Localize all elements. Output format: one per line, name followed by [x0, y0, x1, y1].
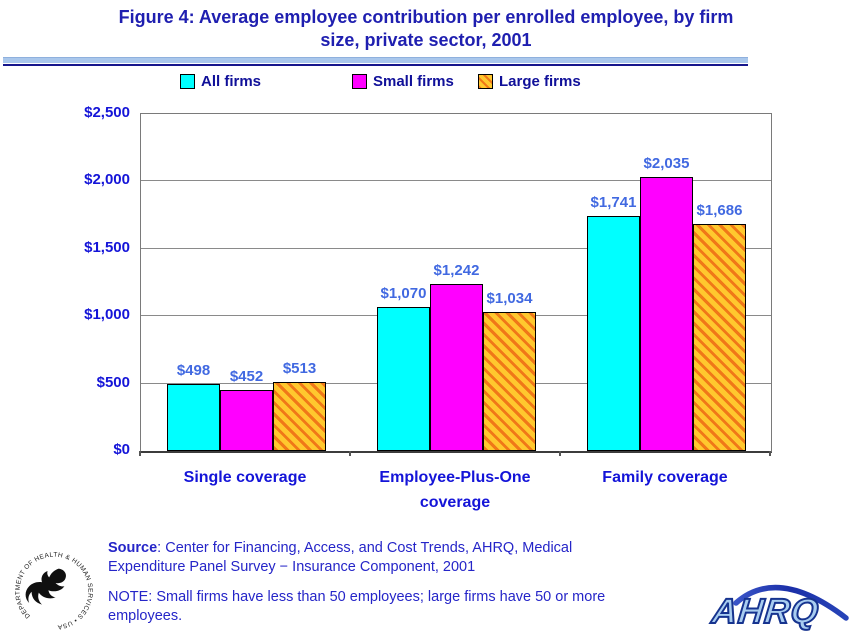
bar-value-label: $2,035: [643, 155, 690, 172]
bar-small-firms-2: [430, 284, 483, 451]
xtick-mark: [349, 451, 351, 456]
bar-value-label: $1,242: [433, 262, 480, 279]
bar-value-label: $513: [282, 360, 317, 377]
legend-item-large-firms: Large firms: [478, 72, 581, 90]
ytick-label: $2,500: [84, 104, 130, 121]
ahrq-swoosh-svg: [733, 584, 849, 621]
bar-value-label: $1,686: [696, 202, 743, 219]
title-divider-band: [3, 57, 748, 63]
ytick-label: $1,000: [84, 306, 130, 323]
note-text: NOTE: Small firms have less than 50 empl…: [108, 588, 688, 626]
note-line2: employees.: [108, 608, 183, 625]
figure-title-line1: Figure 4: Average employee contribution …: [118, 7, 734, 27]
figure-title-line2: size, private sector, 2001: [320, 30, 532, 51]
bar-small-firms-1: [220, 390, 273, 451]
bar-value-label: $1,034: [486, 290, 533, 307]
xtick-mark: [139, 451, 141, 456]
ahrq-wordmark: AHRQ: [709, 591, 822, 632]
legend-label-small-firms: Small firms: [373, 72, 454, 90]
hhs-eagle-icon: [25, 568, 67, 605]
figure-title: Figure 4: Average employee contribution …: [66, 6, 786, 53]
bar-large-firms-2: [483, 312, 536, 451]
legend-label-all-firms: All firms: [201, 72, 262, 90]
bar-all-firms-1: [167, 384, 220, 451]
ahrq-swoosh-icon: [733, 584, 849, 621]
bar-value-label: $452: [229, 368, 264, 385]
category-label-3: Family coverage: [602, 469, 728, 486]
legend-label-large-firms: Large firms: [499, 72, 581, 90]
bar-large-firms-3: [693, 224, 746, 451]
gridline-1500: [141, 248, 771, 249]
ytick-label: $2,000: [84, 171, 130, 188]
bar-large-firms-1: [273, 382, 326, 451]
bar-value-label: $1,070: [380, 285, 427, 302]
xtick-mark: [559, 451, 561, 456]
bar-value-label: $498: [176, 362, 211, 379]
source-line1: Source: Center for Financing, Access, an…: [108, 539, 688, 558]
title-divider-line: [3, 64, 748, 66]
plot-area: $498 $452 $513 $1,070 $1,242 $1,034 $1,741 $2,0…: [140, 113, 772, 453]
legend-swatch-small-firms: [352, 73, 367, 89]
note-line1: NOTE: Small firms have less than 50 empl…: [108, 589, 606, 605]
bar-small-firms-3: [640, 177, 693, 451]
category-label-1: Single coverage: [183, 469, 307, 486]
source-line1-rest: : Center for Financing, Access, and Cost…: [157, 540, 573, 556]
ytick-label: $500: [96, 374, 130, 391]
ytick-label: $1,500: [84, 239, 130, 256]
legend-item-small-firms: Small firms: [352, 72, 454, 90]
gridline-2000: [141, 180, 771, 181]
source-line2: Expenditure Panel Survey − Insurance Com…: [108, 559, 476, 576]
bar-all-firms-3: [587, 216, 640, 451]
legend-swatch-all-firms: [180, 73, 195, 89]
hhs-logo: DEPARTMENT OF HEALTH & HUMAN SERVICES • …: [15, 552, 94, 631]
bar-all-firms-2: [377, 307, 430, 451]
legend-swatch-large-firms: [478, 73, 493, 89]
ahrq-logo: AHRQ: [706, 570, 851, 638]
legend-item-all-firms: All firms: [180, 72, 261, 90]
source-text: Source: Center for Financing, Access, an…: [108, 539, 688, 577]
source-label: Source: [108, 540, 158, 556]
xtick-mark: [769, 451, 771, 456]
category-label-2: Employee-Plus-One coverage: [379, 469, 531, 511]
ytick-label: $0: [113, 441, 130, 458]
bar-value-label: $1,741: [590, 194, 637, 211]
